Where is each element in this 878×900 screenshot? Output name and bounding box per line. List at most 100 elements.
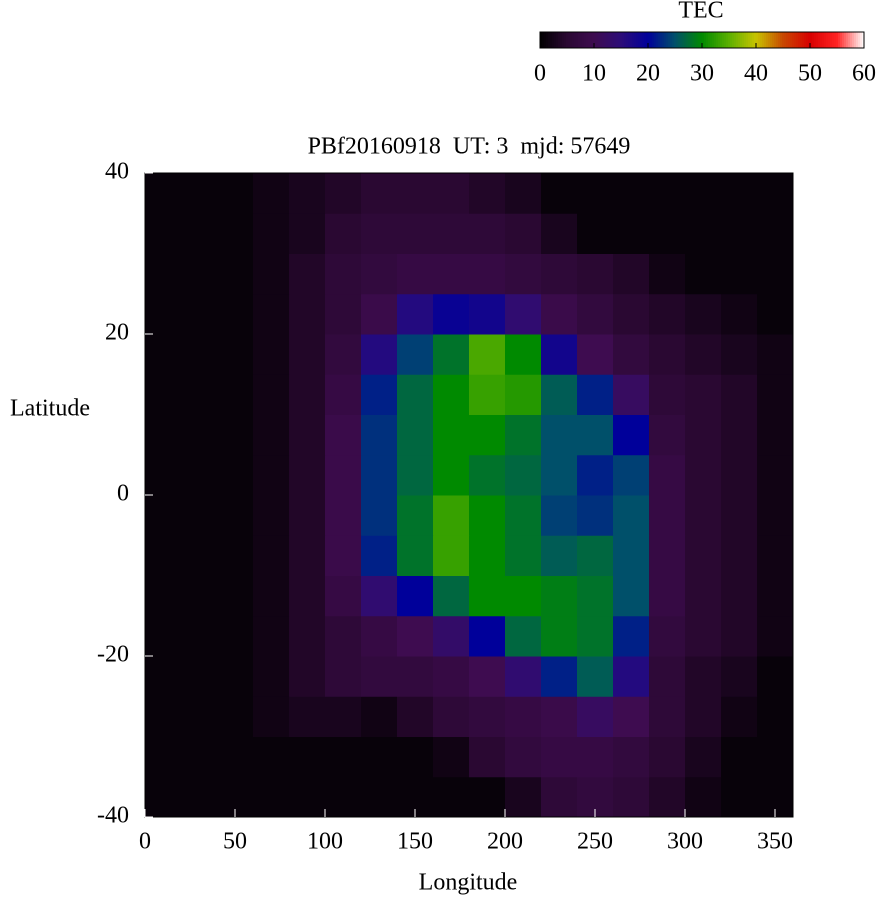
heatmap-cell <box>649 374 686 415</box>
y-tick-label: 40 <box>105 159 129 185</box>
colorbar-swatch <box>820 32 823 48</box>
heatmap-cell <box>505 696 542 737</box>
heatmap-cell <box>253 656 290 697</box>
heatmap-cell <box>685 535 722 576</box>
heatmap-cell <box>325 334 362 375</box>
heatmap-cell <box>685 213 722 254</box>
heatmap-cell <box>361 253 398 295</box>
colorbar-swatch <box>664 32 667 48</box>
colorbar-swatch <box>812 32 815 48</box>
heatmap-cell <box>613 535 650 576</box>
heatmap-cell <box>721 173 758 214</box>
heatmap-cell <box>469 495 506 536</box>
heatmap-cell <box>685 776 722 818</box>
colorbar-swatch <box>788 32 791 48</box>
colorbar-swatch <box>620 32 623 48</box>
colorbar-swatch <box>830 32 833 48</box>
heatmap-cell <box>613 253 650 295</box>
heatmap-cell <box>613 575 650 617</box>
heatmap-cell <box>289 736 326 778</box>
heatmap-cell <box>325 575 362 617</box>
colorbar-swatch <box>780 32 783 48</box>
heatmap-cell <box>757 334 794 375</box>
heatmap-cell <box>685 414 722 456</box>
heatmap-cell <box>541 454 578 496</box>
heatmap-cell <box>289 173 326 214</box>
heatmap-cell <box>505 293 542 335</box>
heatmap-cell <box>577 213 614 254</box>
colorbar-swatch <box>746 32 749 48</box>
colorbar-swatch <box>682 32 685 48</box>
colorbar-swatch <box>752 32 755 48</box>
heatmap-cell <box>505 374 542 415</box>
colorbar-swatch <box>766 32 769 48</box>
heatmap-cell <box>433 213 470 254</box>
heatmap-cell <box>649 454 686 496</box>
heatmap-cell <box>397 696 434 737</box>
heatmap-cell <box>685 575 722 617</box>
heatmap-cell <box>361 736 398 778</box>
colorbar-swatch <box>552 32 555 48</box>
heatmap-cell <box>181 374 218 415</box>
colorbar-swatch <box>712 32 715 48</box>
colorbar-swatch <box>814 32 817 48</box>
colorbar-swatch <box>616 32 619 48</box>
heatmap-cell <box>757 615 794 657</box>
heatmap-cell <box>217 575 254 617</box>
colorbar-swatch <box>722 32 725 48</box>
colorbar-swatch <box>802 32 805 48</box>
heatmap-cell <box>253 736 290 778</box>
heatmap-cell <box>505 615 542 657</box>
heatmap-cell <box>289 495 326 536</box>
colorbar-swatch <box>678 32 681 48</box>
x-tick-label: 100 <box>307 829 343 855</box>
colorbar-swatch <box>624 32 627 48</box>
heatmap-cell <box>289 334 326 375</box>
colorbar-swatch <box>568 32 571 48</box>
heatmap-cell <box>289 776 326 818</box>
colorbar-swatch <box>796 32 799 48</box>
heatmap-cell <box>505 535 542 576</box>
colorbar-swatch <box>838 32 841 48</box>
colorbar-swatch <box>610 32 613 48</box>
colorbar-swatch <box>790 32 793 48</box>
colorbar-swatch <box>748 32 751 48</box>
heatmap-cell <box>433 293 470 335</box>
heatmap-cell <box>217 173 254 214</box>
heatmap-cell <box>649 535 686 576</box>
x-tick-label: 50 <box>223 829 247 855</box>
heatmap-cell <box>145 454 182 496</box>
heatmap-cell <box>253 535 290 576</box>
heatmap-cell <box>577 374 614 415</box>
heatmap-cell <box>145 696 182 737</box>
heatmap-cell <box>469 454 506 496</box>
colorbar-swatch <box>582 32 585 48</box>
x-tick-label: 150 <box>397 829 433 855</box>
y-axis-label: Latitude <box>10 396 90 422</box>
heatmap-cell <box>217 656 254 697</box>
heatmap-cell <box>325 495 362 536</box>
heatmap-cell <box>325 253 362 295</box>
heatmap-cell <box>721 575 758 617</box>
colorbar-swatch <box>842 32 845 48</box>
colorbar-swatch <box>646 32 649 48</box>
x-tick-label: 300 <box>667 829 703 855</box>
heatmap-cell <box>361 535 398 576</box>
heatmap-cell <box>505 776 542 818</box>
colorbar-swatch <box>634 32 637 48</box>
colorbar-swatch <box>692 32 695 48</box>
heatmap-cell <box>721 374 758 415</box>
heatmap-cell <box>721 535 758 576</box>
heatmap-cell <box>469 253 506 295</box>
heatmap-cell <box>649 575 686 617</box>
heatmap-cell <box>289 454 326 496</box>
heatmap-cell <box>361 173 398 214</box>
heatmap-cell <box>577 173 614 214</box>
colorbar-swatch <box>798 32 801 48</box>
heatmap-cell <box>253 454 290 496</box>
heatmap-cell <box>541 696 578 737</box>
heatmap-cell <box>505 213 542 254</box>
heatmap-cell <box>649 615 686 657</box>
heatmap-cell <box>253 173 290 214</box>
heatmap-cell <box>181 454 218 496</box>
